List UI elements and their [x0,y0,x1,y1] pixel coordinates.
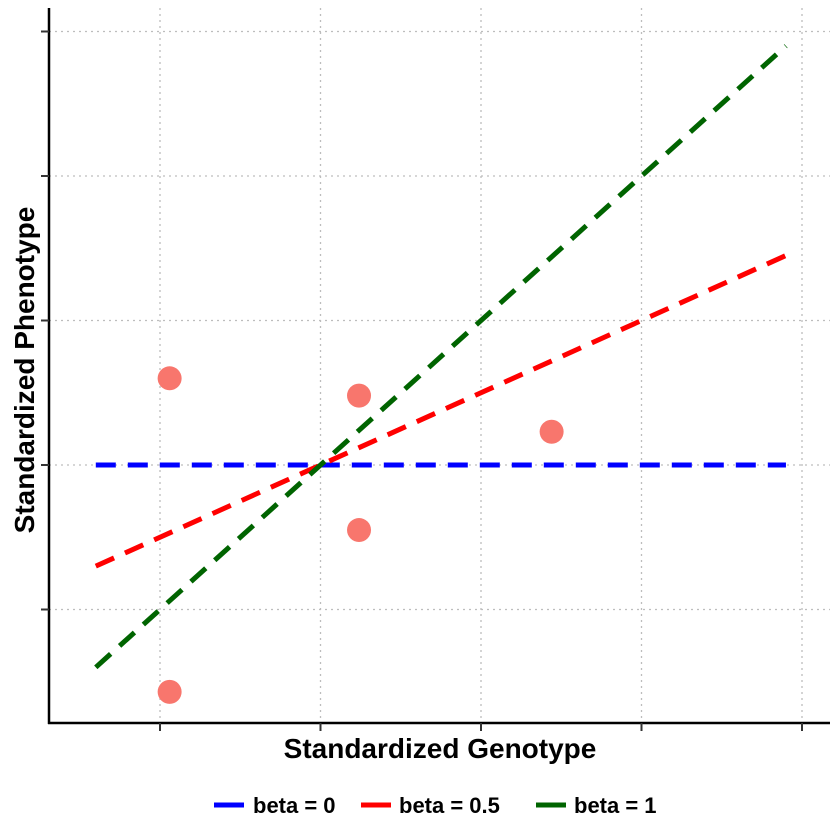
data-point [539,419,564,444]
data-point [347,518,372,543]
gridlines [49,8,830,723]
legend-label-beta-1: beta = 1 [574,793,657,818]
axes [47,8,830,725]
regression-line [94,44,788,670]
data-point [157,366,182,391]
y-axis-title: Standardized Phenotype [9,207,40,534]
data-point [157,679,182,704]
regression-lines [94,44,788,670]
legend: beta = 0 beta = 0.5 beta = 1 [214,793,657,818]
data-points [157,366,564,704]
legend-label-beta-0: beta = 0 [253,793,336,818]
x-axis-title: Standardized Genotype [284,733,597,764]
axis-ticks [41,30,803,731]
data-point [347,383,372,408]
legend-label-beta-0-5: beta = 0.5 [399,793,500,818]
regression-line [94,253,787,569]
